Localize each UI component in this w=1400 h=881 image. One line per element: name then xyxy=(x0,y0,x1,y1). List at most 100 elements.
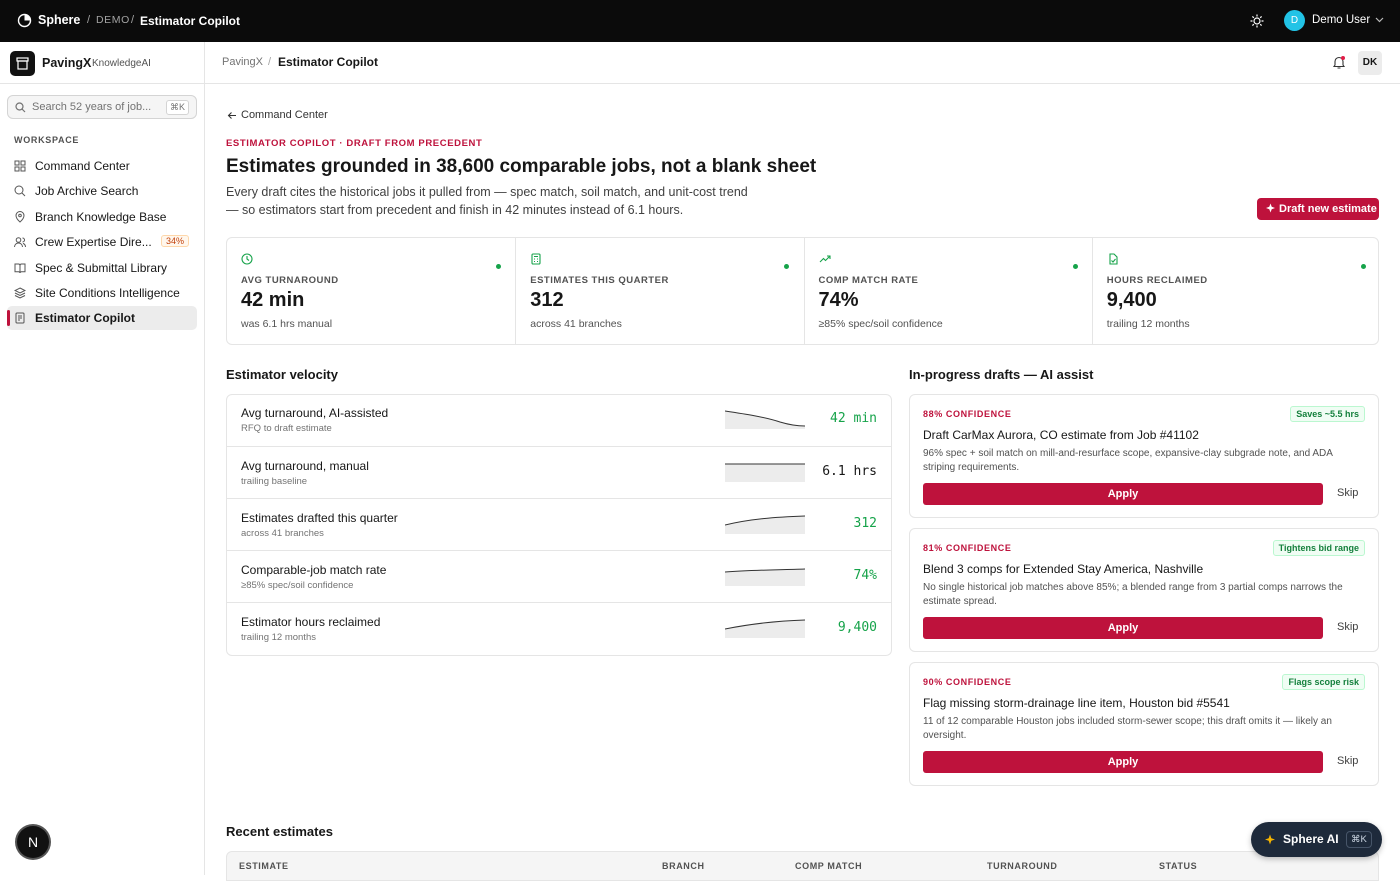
skip-button[interactable]: Skip xyxy=(1337,621,1359,633)
nav-label: Branch Knowledge Base xyxy=(35,209,167,224)
search-placeholder: Search 52 years of job... xyxy=(32,101,152,113)
metric-icon xyxy=(819,252,831,270)
metric-card: COMP MATCH RATE 74% ≥85% spec/soil confide… xyxy=(803,238,1092,344)
skip-button[interactable]: Skip xyxy=(1337,487,1359,499)
row-sub: RFQ to draft estimate xyxy=(241,423,332,434)
sparkline xyxy=(724,409,807,434)
metric-label: AVG TURNAROUND xyxy=(241,275,339,286)
nav-icon xyxy=(14,312,26,327)
nav-label: Site Conditions Intelligence xyxy=(35,286,180,300)
row-sub: trailing 12 months xyxy=(241,632,316,643)
metric-value: 74% xyxy=(818,289,859,311)
app-icon xyxy=(10,51,35,76)
draft-card: 90% CONFIDENCE Flags scope risk Flag missi… xyxy=(909,662,1379,786)
nav-label: Crew Expertise Dire... xyxy=(35,235,152,250)
tag: Saves ~5.5 hrs xyxy=(1290,406,1365,422)
column-header: ESTIMATE xyxy=(239,861,289,871)
apply-button[interactable]: Apply xyxy=(923,483,1323,505)
column-header: STATUS xyxy=(1159,861,1198,871)
nav-icon xyxy=(14,185,26,200)
skip-button[interactable]: Skip xyxy=(1337,755,1359,767)
search-box[interactable]: Search 52 years of job... ⌘K xyxy=(7,95,197,119)
shortcut: ⌘K xyxy=(166,100,190,115)
tag: Flags scope risk xyxy=(1282,674,1365,690)
account[interactable]: DK xyxy=(1358,51,1382,75)
nav-item[interactable]: Crew Expertise Dire... 34% xyxy=(7,230,197,254)
fab[interactable]: N xyxy=(17,826,49,858)
nav-item[interactable]: Spec & Submittal Library xyxy=(7,256,197,280)
assistant-label: Sphere AI xyxy=(1283,832,1339,846)
nav-item[interactable]: Branch Knowledge Base xyxy=(7,205,197,229)
row-label: Avg turnaround, manual xyxy=(241,459,369,473)
row-label: Comparable-job match rate xyxy=(241,563,387,577)
draft-card: 81% CONFIDENCE Tightens bid range Blend 3 … xyxy=(909,528,1379,652)
column-header: COMP MATCH xyxy=(795,861,863,871)
brand[interactable]: Sphere xyxy=(38,13,81,27)
sparkline xyxy=(724,618,807,643)
crumb[interactable]: DEMO xyxy=(96,14,130,26)
row-value: 6.1 hrs xyxy=(822,464,877,479)
nav-item[interactable]: Job Archive Search xyxy=(7,179,197,203)
nav-label: Command Center xyxy=(35,159,130,173)
confidence: 88% CONFIDENCE xyxy=(923,409,1012,419)
chevron[interactable] xyxy=(1375,17,1384,24)
nav-item[interactable]: Command Center xyxy=(7,154,197,178)
breadcrumb[interactable]: PavingX xyxy=(222,56,263,68)
back-arrow xyxy=(227,112,236,119)
velocity-row: Avg turnaround, AI-assisted RFQ to draft … xyxy=(227,395,891,446)
nav-icon xyxy=(13,287,27,302)
nav-item[interactable]: Estimator Copilot xyxy=(7,306,197,331)
velocity-row: Comparable-job match rate ≥85% spec/soil … xyxy=(227,550,891,602)
nav-item[interactable]: Site Conditions Intelligence xyxy=(7,281,197,305)
row-value: 42 min xyxy=(830,411,877,426)
status-dot xyxy=(1072,256,1078,274)
user-avatar[interactable]: D xyxy=(1284,10,1305,31)
page-description: Every draft cites the historical jobs it… xyxy=(226,185,748,217)
row-label: Avg turnaround, AI-assisted xyxy=(241,406,389,420)
nav-icon xyxy=(14,160,26,175)
metric-sub: ≥85% spec/soil confidence xyxy=(818,318,943,330)
separator: / xyxy=(87,14,91,26)
header: PavingX / Estimator Copilot DK xyxy=(205,42,1400,84)
app-sub: KnowledgeAI xyxy=(92,58,151,69)
nav-label: Spec & Submittal Library xyxy=(35,260,168,275)
top-bar: Sphere / DEMO / Estimator Copilot D Demo… xyxy=(0,0,1400,42)
status-dot xyxy=(784,256,790,274)
apply-button[interactable]: Apply xyxy=(923,617,1323,639)
crumb: Estimator Copilot xyxy=(140,14,241,28)
draft-title: Flag missing storm-drainage line item, H… xyxy=(923,696,1230,710)
status-dot xyxy=(1360,256,1366,274)
row-value: 312 xyxy=(853,516,877,531)
row-label: Estimator hours reclaimed xyxy=(241,615,381,629)
breadcrumb: Estimator Copilot xyxy=(278,55,379,69)
status-dot xyxy=(496,256,501,274)
theme-toggle[interactable] xyxy=(1250,14,1264,28)
sparkle-icon xyxy=(1266,203,1275,213)
draft-description: 11 of 12 comparable Houston jobs include… xyxy=(923,716,1332,741)
notifications[interactable] xyxy=(1332,55,1346,70)
metric-card: ESTIMATES THIS QUARTER 312 across 41 branc… xyxy=(515,238,803,344)
separator: / xyxy=(131,14,135,26)
section-title: Recent estimates xyxy=(226,824,333,839)
nav-icon xyxy=(14,262,26,277)
metric-icon xyxy=(1107,252,1119,270)
sparkline xyxy=(725,462,807,487)
primary-action[interactable]: Draft new estimate xyxy=(1257,198,1379,220)
column-header: TURNAROUND xyxy=(987,861,1058,871)
metric-card: AVG TURNAROUND 42 min was 6.1 hrs manual xyxy=(227,238,515,344)
apply-button[interactable]: Apply xyxy=(923,751,1323,773)
user-name[interactable]: Demo User xyxy=(1312,14,1371,26)
recent-table-header: ESTIMATE BRANCH COMP MATCH TURNAROUND STATUS xyxy=(226,851,1379,881)
metric-icon xyxy=(241,252,253,270)
column-header: BRANCH xyxy=(662,861,705,871)
back-link[interactable]: Command Center xyxy=(241,109,328,121)
assistant-button[interactable]: Sphere AI ⌘K xyxy=(1251,822,1382,857)
row-label: Estimates drafted this quarter xyxy=(241,511,398,525)
draft-description: 96% spec + soil match on mill-and-resurf… xyxy=(923,448,1333,473)
row-sub: ≥85% spec/soil confidence xyxy=(241,580,354,591)
metric-icon xyxy=(530,252,542,270)
metric-card: HOURS RECLAIMED 9,400 trailing 12 months xyxy=(1091,238,1380,344)
section-title: In-progress drafts — AI assist xyxy=(909,367,1094,382)
row-value: 74% xyxy=(853,568,877,583)
